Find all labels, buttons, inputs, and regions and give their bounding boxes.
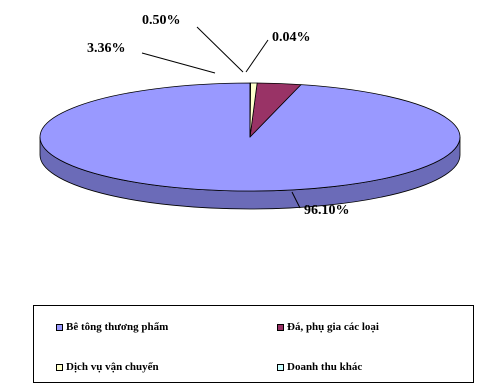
data-label-doanh-thu-khác: 0.04% xyxy=(272,30,311,45)
label-layer: 96.10% 3.36% 0.50% 0.04% xyxy=(87,13,350,218)
leader-line-1 xyxy=(141,52,216,74)
data-label-bê-tông: 96.10% xyxy=(304,203,350,218)
leader-line-2 xyxy=(196,26,244,73)
pie-slice-doanh-thu-khác xyxy=(249,82,251,138)
data-label-dịch-vụ: 0.50% xyxy=(142,13,181,28)
legend-swatch xyxy=(56,363,63,371)
leader-line-0 xyxy=(291,191,301,209)
legend-item-doanh-thu-khác: Doanh thu khác xyxy=(277,361,362,373)
legend-item-bê-tông: Bê tông thương phẩm xyxy=(56,321,168,333)
legend-item-dịch-vụ: Dịch vụ vận chuyển xyxy=(56,361,159,373)
legend-label: Đá, phụ gia các loại xyxy=(287,321,379,333)
legend-label: Doanh thu khác xyxy=(287,361,363,373)
legend-swatch xyxy=(277,323,284,331)
leader-line-3 xyxy=(245,39,269,73)
chart-legend: Bê tông thương phẩm Đá, phụ gia các loại… xyxy=(33,305,474,383)
legend-label: Dịch vụ vận chuyển xyxy=(66,361,159,373)
legend-label: Bê tông thương phẩm xyxy=(66,321,169,333)
legend-swatch xyxy=(277,363,284,371)
data-label-đá-phụ-gia: 3.36% xyxy=(87,41,126,56)
pie-chart: 96.10% 3.36% 0.50% 0.04% xyxy=(39,13,461,218)
legend-swatch xyxy=(56,323,63,331)
pie-layer xyxy=(39,82,461,210)
legend-item-đá-phụ-gia: Đá, phụ gia các loại xyxy=(277,321,379,333)
